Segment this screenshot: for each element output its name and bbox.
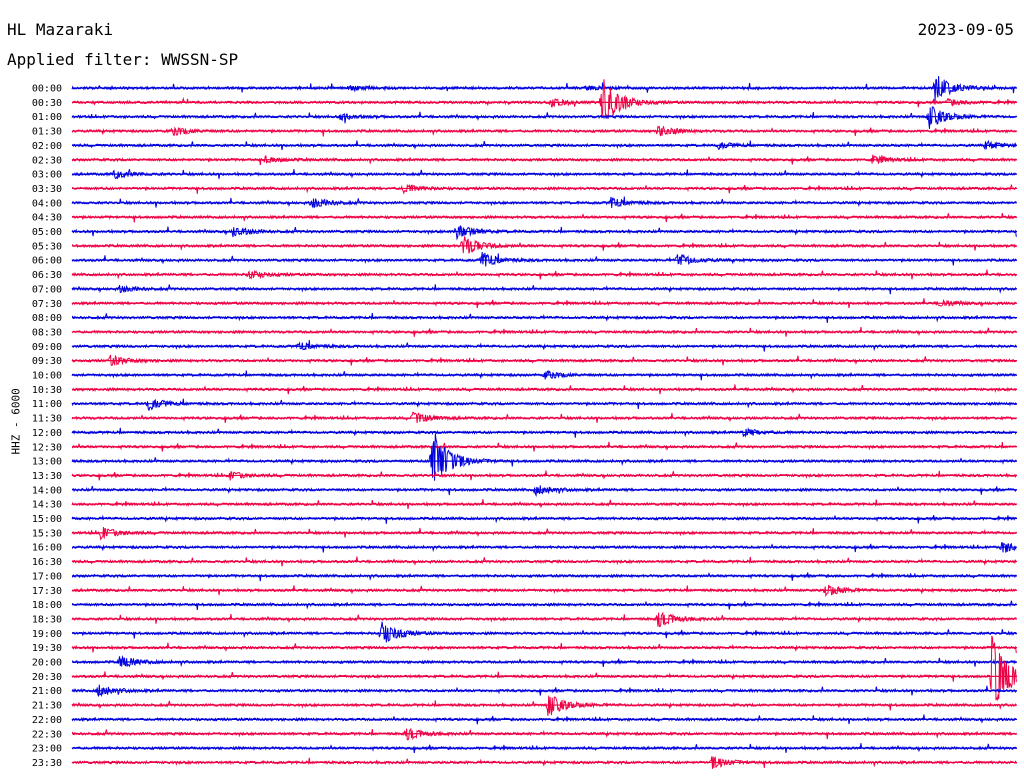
row-label: 09:00 — [32, 342, 62, 353]
trace-row — [71, 224, 1017, 241]
row-label: 12:00 — [32, 428, 62, 439]
row-label: 08:30 — [32, 327, 62, 338]
row-label: 22:30 — [32, 729, 62, 740]
row-label: 03:00 — [32, 170, 62, 181]
row-label: 15:00 — [32, 514, 62, 525]
row-label: 07:00 — [32, 284, 62, 295]
row-label: 17:30 — [32, 586, 62, 597]
trace-row — [71, 433, 1017, 481]
row-label: 11:00 — [32, 399, 62, 410]
trace-row — [71, 236, 1017, 254]
row-label: 06:30 — [32, 270, 62, 281]
row-label: 13:00 — [32, 457, 62, 468]
trace-row — [71, 621, 1017, 643]
row-label: 19:00 — [32, 629, 62, 640]
trace-row — [71, 572, 1017, 582]
trace-row — [71, 384, 1017, 395]
row-label: 20:00 — [32, 658, 62, 669]
row-label: 16:00 — [32, 543, 62, 554]
row-label: 23:00 — [32, 744, 62, 755]
row-label: 01:00 — [32, 112, 62, 123]
row-label: 12:30 — [32, 442, 62, 453]
row-label: 10:00 — [32, 371, 62, 382]
date-label: 2023-09-05 — [917, 20, 1014, 39]
row-label: 11:30 — [32, 414, 62, 425]
row-label: 00:00 — [32, 84, 62, 95]
station-title: HL Mazaraki — [7, 20, 113, 39]
row-label: 00:30 — [32, 98, 62, 109]
row-label: 22:00 — [32, 715, 62, 726]
trace-row — [71, 183, 1017, 195]
row-label: 10:30 — [32, 385, 62, 396]
row-label: 16:30 — [32, 557, 62, 568]
row-label: 08:00 — [32, 313, 62, 324]
row-label: 05:30 — [32, 241, 62, 252]
row-label: 15:30 — [32, 528, 62, 539]
trace-row — [71, 212, 1017, 223]
row-label: 02:00 — [32, 141, 62, 152]
row-label: 14:00 — [32, 485, 62, 496]
trace-row — [71, 398, 1017, 412]
trace-row — [71, 75, 1017, 102]
row-label: 18:30 — [32, 614, 62, 625]
row-labels: 00:00 00:30 01:00 01:30 02:00 02:30 03:00 03:30… — [32, 84, 62, 769]
trace-row — [71, 251, 1017, 267]
row-label: 01:30 — [32, 127, 62, 138]
trace-row — [71, 514, 1017, 524]
row-label: 23:30 — [32, 758, 62, 769]
row-label: 21:30 — [32, 701, 62, 712]
row-label: 04:00 — [32, 198, 62, 209]
row-label: 03:30 — [32, 184, 62, 195]
row-label: 02:30 — [32, 155, 62, 166]
row-label: 20:30 — [32, 672, 62, 683]
row-label: 05:00 — [32, 227, 62, 238]
traces — [71, 75, 1017, 769]
trace-row — [71, 600, 1017, 610]
trace-row — [71, 695, 1017, 716]
trace-row — [71, 611, 1017, 628]
row-label: 04:30 — [32, 213, 62, 224]
trace-row — [71, 106, 1017, 129]
row-label: 17:00 — [32, 571, 62, 582]
row-label: 13:30 — [32, 471, 62, 482]
row-label: 18:00 — [32, 600, 62, 611]
row-label: 06:00 — [32, 256, 62, 267]
row-label: 14:30 — [32, 500, 62, 511]
row-label: 07:30 — [32, 299, 62, 310]
trace-row — [71, 79, 1017, 120]
row-label: 21:00 — [32, 686, 62, 697]
filter-label: Applied filter: WWSSN-SP — [7, 50, 239, 69]
row-label: 19:30 — [32, 643, 62, 654]
row-label: 09:30 — [32, 356, 62, 367]
